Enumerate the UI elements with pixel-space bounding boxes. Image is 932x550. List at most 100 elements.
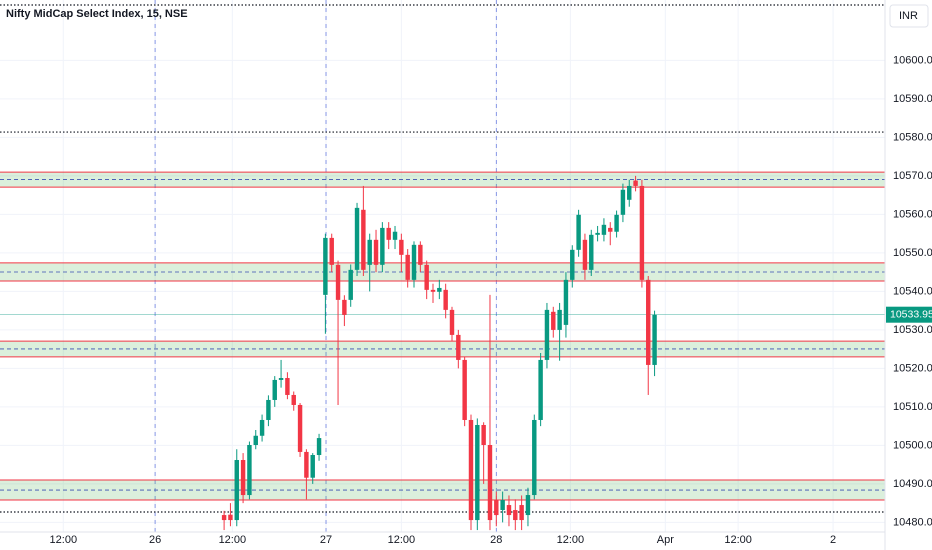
y-tick-label: 10560.00	[893, 208, 932, 220]
candle-body	[500, 500, 505, 511]
candle-body	[532, 419, 537, 496]
candle-body	[278, 378, 284, 380]
x-tick-label: 12:00	[50, 534, 78, 546]
candle-body	[221, 515, 227, 521]
candle-body	[614, 214, 619, 232]
candle-body	[449, 309, 455, 335]
candle-body	[456, 334, 461, 360]
candle-body	[544, 309, 550, 360]
candle-body	[247, 445, 252, 496]
candle-body	[430, 289, 436, 292]
candle-body	[589, 234, 594, 270]
candle-body	[367, 239, 372, 265]
candle-body	[329, 237, 334, 265]
candle-body	[380, 227, 385, 265]
last-price-box	[886, 306, 932, 323]
candle-body	[392, 231, 398, 240]
candle-body	[266, 399, 271, 420]
candle-body	[361, 209, 366, 270]
candle-body	[234, 460, 239, 521]
x-tick-label: 12:00	[724, 534, 752, 546]
candle-body	[582, 239, 588, 270]
candle-body	[285, 378, 290, 395]
x-tick-label: 12:00	[219, 534, 247, 546]
candle-body	[272, 379, 277, 400]
candle-body	[513, 510, 518, 521]
x-tick-label: Apr	[657, 534, 674, 546]
candle-body	[386, 227, 391, 240]
x-tick-label: 12:00	[557, 534, 585, 546]
candle-body	[240, 460, 246, 496]
y-tick-label: 10600.00	[893, 54, 932, 66]
candle-body	[310, 455, 315, 478]
y-tick-label: 10490.00	[893, 478, 932, 490]
candle-body	[399, 239, 404, 255]
y-tick-label: 10580.00	[893, 131, 932, 143]
chart-title: Nifty MidCap Select Index, 15, NSE	[6, 8, 188, 20]
candle-body	[506, 505, 512, 516]
y-tick-label: 10590.00	[893, 93, 932, 105]
y-tick-label: 10500.00	[893, 439, 932, 451]
candle-body	[259, 419, 265, 436]
candle-body	[475, 424, 480, 521]
candle-body	[468, 419, 474, 521]
candle-body	[228, 514, 233, 521]
x-tick-label: 27	[320, 534, 332, 546]
candle-body	[608, 227, 613, 232]
y-tick-label: 10530.00	[893, 324, 932, 336]
candle-body	[481, 424, 486, 446]
y-tick-label: 10570.00	[893, 170, 932, 182]
candle-body	[354, 207, 360, 270]
candle-body	[601, 224, 607, 235]
y-tick-label: 10510.00	[893, 401, 932, 413]
candle-body	[620, 189, 626, 215]
candle-body	[639, 185, 645, 280]
candle-body	[418, 244, 423, 265]
last-price-label: 10533.95	[890, 308, 932, 320]
currency[interactable]: INR	[899, 10, 918, 22]
y-tick-label: 10520.00	[893, 362, 932, 374]
candle-body	[494, 500, 499, 516]
candle-body	[424, 264, 429, 290]
candle-body	[342, 299, 347, 315]
candle-body	[627, 185, 632, 200]
candle-body	[291, 394, 296, 405]
price-axis	[885, 0, 932, 550]
candle-body	[487, 445, 493, 521]
x-tick-label: 28	[490, 534, 502, 546]
y-tick-label: 10480.00	[893, 516, 932, 528]
candle-body	[316, 438, 322, 456]
x-tick-label: 2	[830, 534, 836, 546]
candle-body	[253, 435, 258, 446]
y-tick-label: 10540.00	[893, 285, 932, 297]
candle-body	[652, 314, 657, 365]
candle-body	[551, 311, 556, 330]
candle-body	[557, 309, 562, 330]
candle-body	[633, 180, 638, 186]
candle-body	[538, 359, 543, 420]
candle-body	[519, 505, 524, 521]
candle-body	[576, 214, 581, 250]
candle-body	[646, 279, 651, 365]
candle-body	[348, 269, 353, 300]
candle-body	[304, 451, 309, 478]
candle-body	[443, 289, 448, 310]
candle-body	[525, 495, 531, 516]
candle-body	[405, 254, 410, 280]
candle-body	[335, 264, 341, 300]
currency-button[interactable]	[889, 4, 929, 28]
candle-body	[297, 404, 303, 452]
x-tick-label: 26	[149, 534, 161, 546]
candle-body	[462, 359, 467, 420]
candle-body	[411, 244, 417, 280]
candle-body	[437, 287, 442, 292]
axes: 10480.00 10490.00 10500.00 10510.00 10520.00…	[50, 54, 932, 546]
candle-body	[595, 232, 600, 235]
y-tick-label: 10550.00	[893, 247, 932, 259]
candle-body	[323, 237, 328, 295]
candle-body	[563, 279, 569, 325]
candles	[221, 175, 657, 531]
x-tick-label: 12:00	[388, 534, 416, 546]
